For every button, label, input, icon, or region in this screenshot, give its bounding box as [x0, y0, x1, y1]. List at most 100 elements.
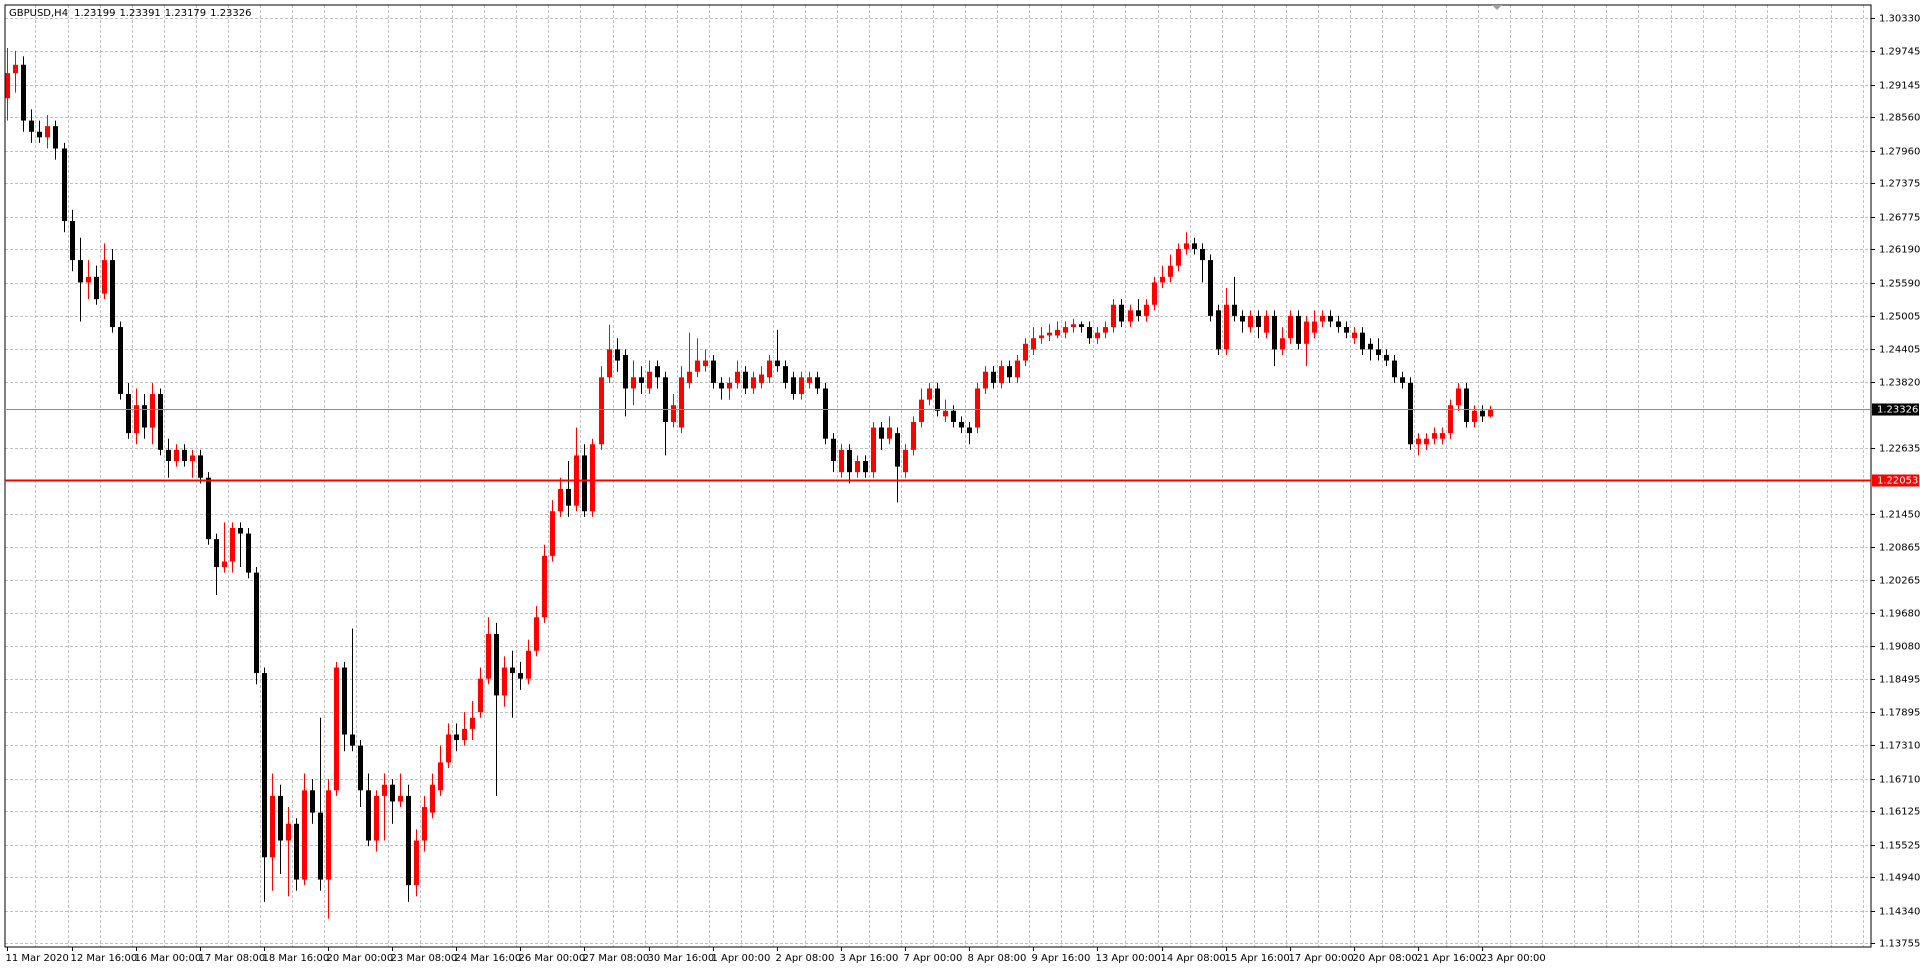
candle-body — [1424, 438, 1429, 445]
x-tick-label: 9 Apr 16:00 — [1032, 953, 1091, 964]
candle-body — [1360, 332, 1365, 350]
candle-body — [550, 511, 555, 556]
level-label-bg — [1872, 474, 1919, 487]
x-tick-label: 2 Apr 08:00 — [776, 953, 835, 964]
candle-body — [607, 349, 612, 378]
candles — [5, 48, 1493, 919]
candle-body — [126, 394, 131, 434]
candle-body — [494, 634, 499, 696]
candle-body — [1152, 282, 1157, 305]
x-tick-label: 12 Mar 16:00 — [71, 953, 138, 964]
candle-body — [102, 260, 107, 294]
candle-body — [53, 126, 58, 149]
y-tick-label: 1.15525 — [1879, 841, 1920, 852]
plot-frame — [4, 4, 1872, 948]
candle-body — [174, 449, 179, 462]
candle-body — [414, 840, 419, 886]
candle-body — [310, 790, 315, 813]
candle-body — [590, 444, 595, 512]
header-open: 1.23199 — [74, 8, 115, 19]
x-tick-label: 20 Apr 08:00 — [1353, 953, 1418, 964]
candle-body — [1079, 324, 1084, 328]
candle-body — [262, 673, 267, 858]
candle-body — [13, 64, 18, 74]
candle-body — [1160, 276, 1165, 283]
x-tick-label: 23 Mar 08:00 — [391, 953, 458, 964]
candle-body — [582, 455, 587, 512]
candle-body — [334, 667, 339, 791]
candle-body — [270, 795, 275, 858]
candle-body — [615, 349, 620, 361]
candle-body — [991, 371, 996, 383]
candle-body — [1039, 335, 1044, 339]
candle-body — [863, 461, 868, 473]
candle-body — [1256, 315, 1261, 328]
candle-body — [406, 795, 411, 886]
candle-body — [727, 382, 732, 389]
candle-body — [454, 734, 459, 741]
candle-body — [935, 388, 940, 411]
header-close: 1.23326 — [210, 8, 251, 19]
x-tick-label: 1 Apr 00:00 — [712, 953, 771, 964]
y-tick-label: 1.29745 — [1879, 47, 1920, 58]
candle-body — [534, 617, 539, 651]
candle-body — [1368, 343, 1373, 350]
header-low: 1.23179 — [165, 8, 206, 19]
y-tick-label: 1.18495 — [1879, 675, 1920, 686]
candle-body — [254, 572, 259, 674]
candle-body — [1063, 327, 1068, 333]
candle-body — [542, 555, 547, 618]
candle-body — [1328, 315, 1333, 322]
candle-body — [21, 64, 26, 121]
candle-body — [1488, 409, 1493, 417]
y-tick-label: 1.16710 — [1879, 775, 1920, 786]
x-tick-label: 8 Apr 08:00 — [968, 953, 1027, 964]
candle-body — [1103, 327, 1108, 333]
candle-body — [214, 539, 219, 568]
candle-body — [294, 823, 299, 880]
candle-body — [350, 734, 355, 746]
candle-body — [1376, 349, 1381, 355]
candle-body — [398, 795, 403, 802]
y-tick-label: 1.20265 — [1879, 576, 1920, 587]
x-tick-label: 21 Apr 16:00 — [1417, 953, 1482, 964]
candle-body — [1416, 438, 1421, 445]
candle-body — [735, 371, 740, 383]
candle-body — [566, 488, 571, 506]
x-tick-label: 17 Mar 08:00 — [199, 953, 266, 964]
y-tick-label: 1.26775 — [1879, 213, 1920, 224]
y-tick-label: 1.25590 — [1879, 279, 1920, 290]
candle-body — [647, 371, 652, 389]
candle-body — [302, 790, 307, 880]
candle-body — [1168, 265, 1173, 277]
candle-body — [815, 377, 820, 389]
candle-body — [86, 276, 91, 283]
candle-body — [110, 260, 115, 328]
candle-body — [358, 745, 363, 791]
x-tick-label: 7 Apr 00:00 — [904, 953, 963, 964]
x-tick-label: 15 Apr 16:00 — [1225, 953, 1290, 964]
y-tick-label: 1.30330 — [1879, 14, 1920, 25]
bid-label: 1.23326 — [1877, 405, 1918, 416]
candle-body — [1055, 329, 1060, 336]
x-tick-label: 26 Mar 00:00 — [519, 953, 586, 964]
candle-body — [623, 354, 628, 389]
candle-body — [1136, 310, 1141, 316]
candle-body — [1336, 321, 1341, 328]
candle-body — [1192, 243, 1197, 249]
x-tick-label: 11 Mar 2020 — [6, 953, 69, 964]
candle-body — [1296, 315, 1301, 344]
y-tick-label: 1.17895 — [1879, 708, 1920, 719]
candle-body — [374, 795, 379, 841]
candle-body — [847, 449, 852, 473]
candle-body — [446, 734, 451, 763]
candle-body — [687, 371, 692, 383]
x-tick-label: 16 Mar 00:00 — [135, 953, 202, 964]
candle-body — [478, 678, 483, 713]
y-tick-label: 1.24405 — [1879, 345, 1920, 356]
candle-body — [390, 784, 395, 802]
y-tick-label: 1.19680 — [1879, 609, 1920, 620]
candle-body — [767, 360, 772, 378]
candle-body — [703, 360, 708, 367]
